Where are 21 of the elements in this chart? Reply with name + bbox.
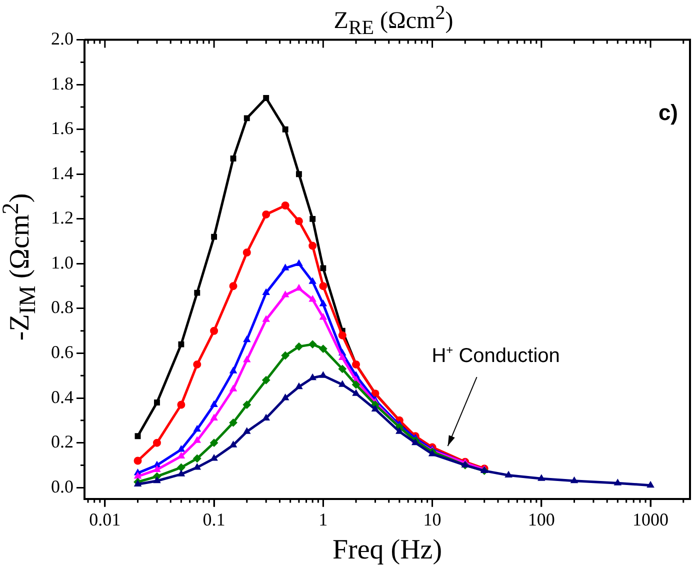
annotation: H+ Conduction <box>432 343 560 368</box>
x-tick-label: 10 <box>423 509 442 530</box>
y-tick-label: 1.0 <box>51 252 74 272</box>
y-tick-label: 2.0 <box>51 28 74 49</box>
x2-axis-title: Z$_{RE}$ (Ωcm$^{2}$) <box>332 1 454 41</box>
y-tick-label: 1.6 <box>51 118 74 138</box>
y-tick-label: 0.4 <box>51 386 74 407</box>
y-tick-label: 1.4 <box>51 162 74 183</box>
x-tick-label: 0.1 <box>202 509 226 530</box>
y-tick-label: 0.0 <box>51 476 74 496</box>
x-tick-label: 1 <box>318 509 328 530</box>
x-tick-label: 1000 <box>632 509 669 530</box>
annotation: c) <box>658 100 678 125</box>
y-tick-label: 1.2 <box>51 208 74 228</box>
y-tick-label: 0.2 <box>51 432 74 452</box>
x-axis-title: Freq (Hz) <box>332 534 442 566</box>
x-tick-label: 100 <box>528 509 555 530</box>
y-tick-label: 1.8 <box>51 73 74 94</box>
x-tick-label: 0.01 <box>89 509 121 530</box>
y-tick-label: 0.8 <box>51 297 74 318</box>
y-tick-label: 0.6 <box>51 342 74 362</box>
